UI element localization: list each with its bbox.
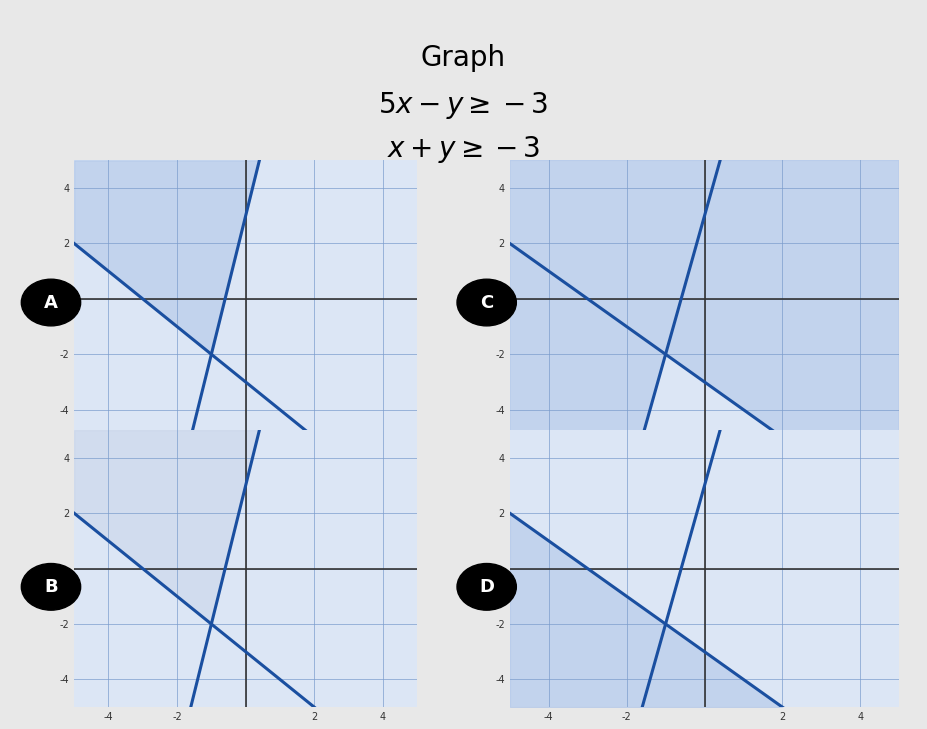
Text: C: C — [480, 294, 493, 311]
Text: D: D — [479, 578, 494, 596]
Text: A: A — [44, 294, 57, 311]
Text: $5x - y \geq -3$: $5x - y \geq -3$ — [378, 90, 549, 121]
Text: Graph: Graph — [421, 44, 506, 72]
Text: $x + y \geq -3$: $x + y \geq -3$ — [387, 134, 540, 165]
Text: B: B — [44, 578, 57, 596]
